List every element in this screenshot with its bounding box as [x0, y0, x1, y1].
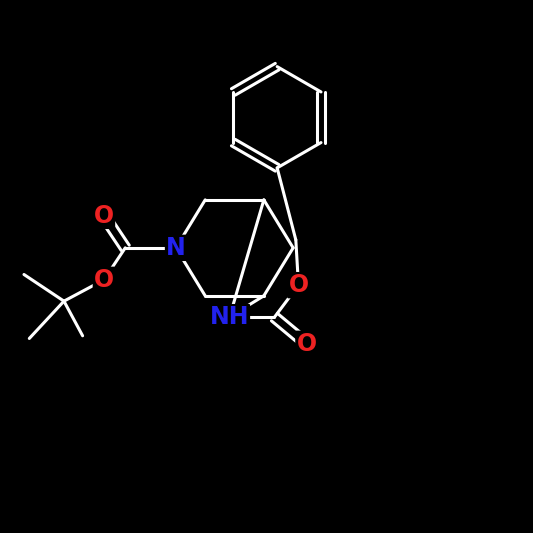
Text: NH: NH — [209, 305, 249, 329]
Text: N: N — [166, 236, 186, 260]
Text: O: O — [288, 273, 309, 297]
Text: O: O — [94, 268, 114, 292]
Text: O: O — [94, 204, 114, 228]
Text: O: O — [296, 332, 317, 356]
